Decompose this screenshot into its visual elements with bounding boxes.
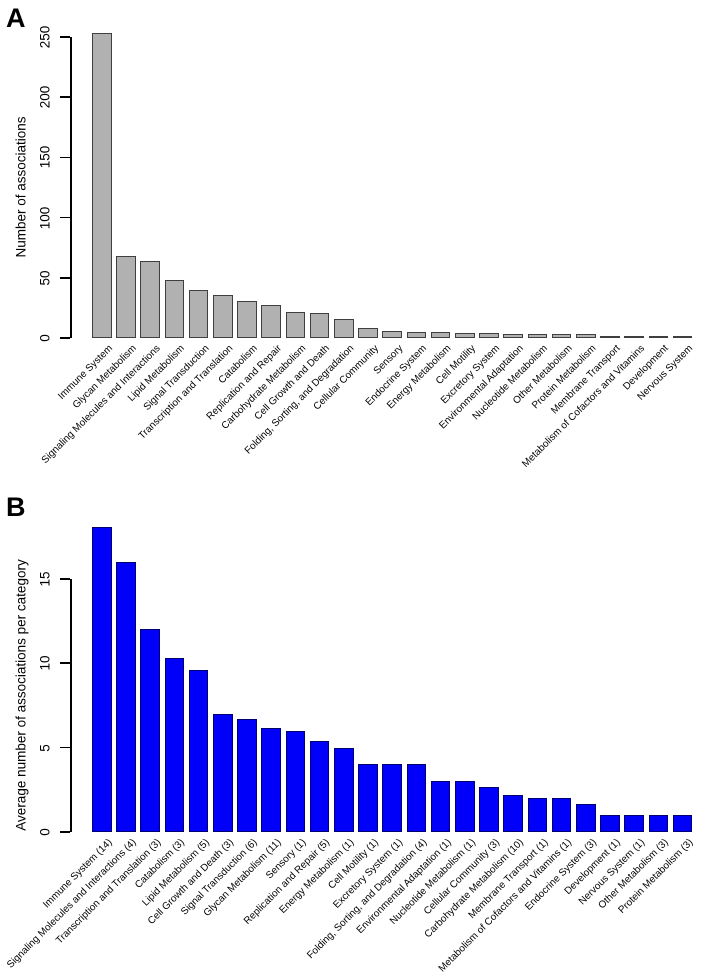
- category-label: Signaling Molecules and Interactions (4): [5, 837, 139, 971]
- bar: [261, 305, 281, 338]
- y-tick-mark: [60, 578, 70, 580]
- bar: [527, 334, 548, 338]
- bar: [600, 335, 620, 338]
- y-tick-mark: [60, 337, 70, 339]
- bar: [455, 333, 475, 338]
- bar: [188, 289, 209, 338]
- y-tick-label: 250: [37, 25, 53, 49]
- bar: [382, 764, 402, 832]
- y-axis-line: [70, 37, 72, 338]
- bar: [600, 815, 620, 832]
- bar: [672, 815, 693, 832]
- bar: [140, 260, 160, 338]
- y-tick-mark: [60, 746, 70, 749]
- y-tick-label: 150: [37, 146, 53, 169]
- panel-b-letter: B: [6, 492, 26, 522]
- bar: [382, 330, 402, 338]
- bar: [576, 334, 596, 338]
- bar: [334, 747, 354, 832]
- bar: [479, 786, 499, 832]
- bar: [334, 318, 354, 338]
- bar: [455, 781, 475, 832]
- bar: [237, 300, 257, 338]
- y-tick-label: 15: [37, 571, 53, 587]
- bar: [479, 333, 499, 338]
- bar: [92, 526, 112, 832]
- y-tick-mark: [60, 216, 70, 219]
- bar: [576, 803, 596, 832]
- bar: [285, 311, 306, 338]
- bar: [164, 657, 185, 832]
- bar: [164, 280, 185, 338]
- y-tick-label: 10: [37, 655, 53, 671]
- y-axis-line: [70, 578, 72, 832]
- bar: [285, 730, 306, 832]
- bar: [648, 336, 669, 338]
- y-tick-label: 0: [37, 334, 53, 342]
- bar: [406, 331, 427, 338]
- bar: [430, 331, 451, 338]
- bar: [406, 764, 427, 832]
- panel-a-letter: A: [6, 3, 26, 33]
- bar: [358, 328, 378, 338]
- bar: [672, 336, 693, 338]
- bar: [358, 764, 378, 832]
- bar: [188, 669, 209, 832]
- y-tick-label: 5: [37, 743, 53, 752]
- bar: [237, 719, 257, 832]
- y-tick-mark: [60, 831, 70, 833]
- panel-b-y-axis-title: Average number of associations per categ…: [13, 559, 29, 831]
- bar: [261, 727, 281, 832]
- y-tick-mark: [60, 156, 70, 159]
- y-tick-label: 0: [37, 828, 53, 836]
- bar: [140, 629, 160, 832]
- category-label: Transcription and Translation (3): [53, 837, 163, 947]
- y-tick-mark: [60, 36, 70, 38]
- bar: [213, 713, 233, 832]
- y-tick-label: 50: [37, 270, 53, 286]
- bar: [309, 312, 330, 338]
- bar: [624, 335, 644, 338]
- bar: [116, 561, 136, 832]
- bar: [551, 334, 572, 338]
- bar: [116, 256, 136, 338]
- y-tick-mark: [60, 277, 70, 279]
- bar: [309, 740, 330, 832]
- y-tick-mark: [60, 662, 70, 664]
- bar: [503, 334, 523, 338]
- bar: [503, 794, 523, 832]
- bar: [551, 798, 572, 832]
- panel-a-y-axis-title: Number of associations: [13, 116, 29, 258]
- bar: [430, 781, 451, 832]
- bar: [527, 798, 548, 832]
- bar: [648, 815, 669, 832]
- bar: [92, 33, 112, 338]
- y-tick-mark: [60, 96, 70, 98]
- y-tick-label: 100: [37, 206, 53, 229]
- bar: [624, 815, 644, 832]
- y-tick-label: 200: [37, 85, 53, 109]
- bar: [213, 294, 233, 338]
